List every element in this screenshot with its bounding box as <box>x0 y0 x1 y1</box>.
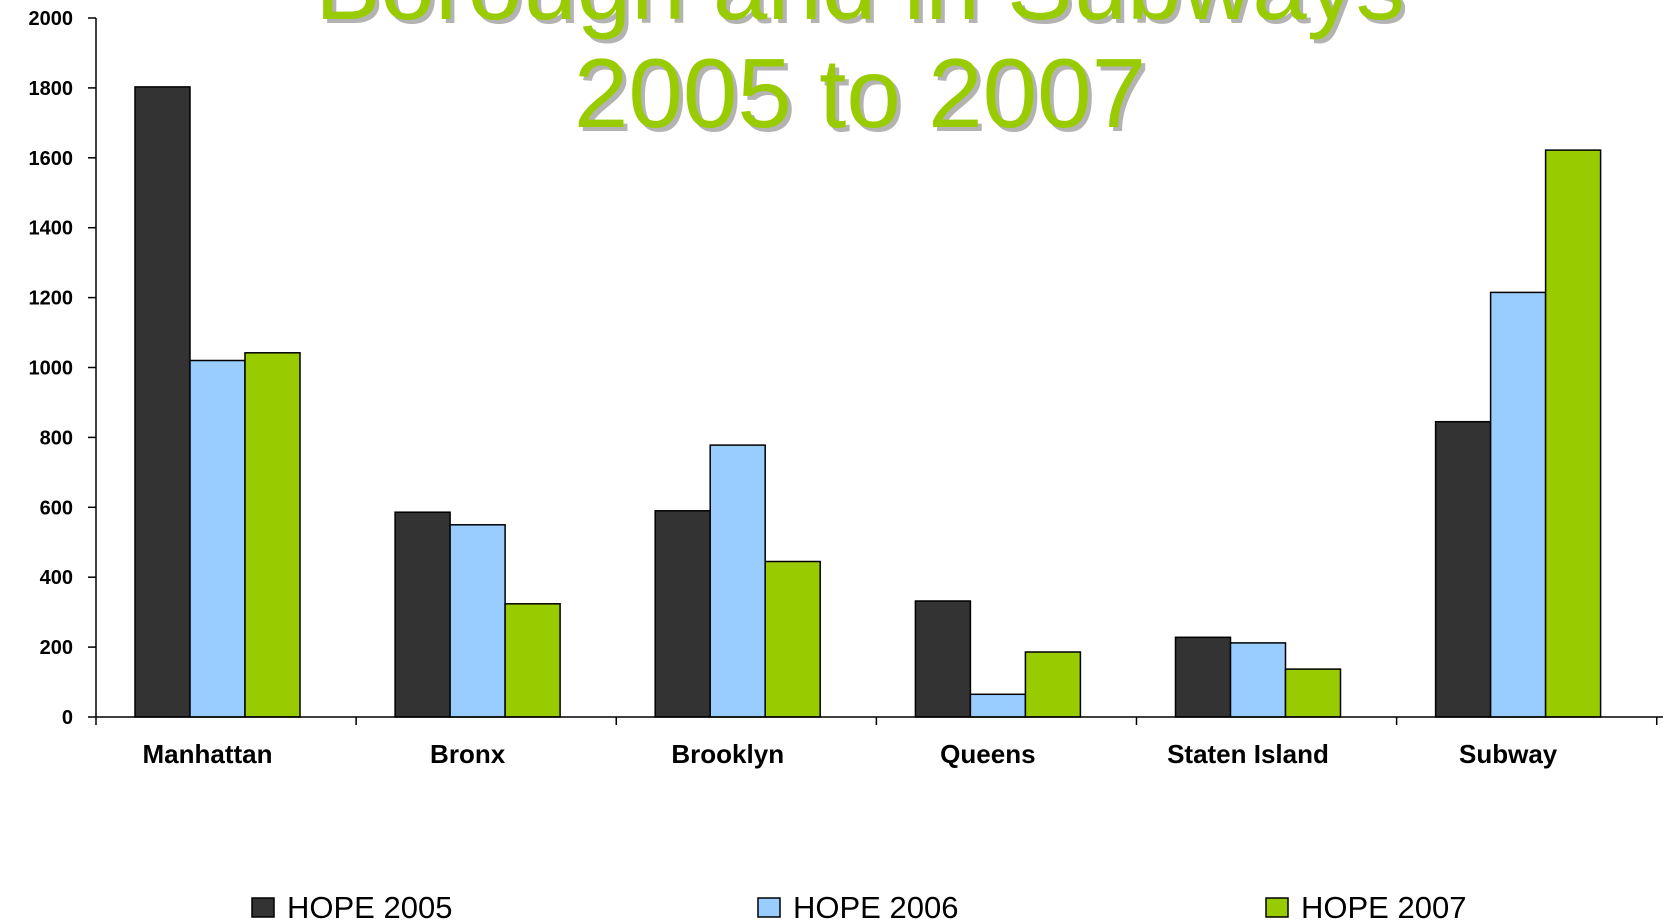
bar-queens-hope-2006 <box>969 693 1027 718</box>
y-tick-label: 400 <box>40 567 73 589</box>
bar-staten-island-hope-2007 <box>1284 668 1342 718</box>
bar-staten-island-hope-2006 <box>1229 642 1287 718</box>
bar-staten-island-hope-2005 <box>1174 636 1232 718</box>
y-tick-label: 1000 <box>29 358 74 380</box>
legend: HOPE 2005 HOPE 2006 HOPE 2007 <box>251 890 1466 923</box>
legend-swatch-hope-2007 <box>1265 897 1289 918</box>
legend-label-hope-2006: HOPE 2006 <box>793 890 958 923</box>
bar-subway-hope-2007 <box>1544 149 1602 718</box>
bar-brooklyn-hope-2007 <box>764 560 821 718</box>
bar-manhattan-hope-2006 <box>189 359 246 718</box>
bar-bronx-hope-2005 <box>394 511 451 718</box>
bar-bronx-hope-2006 <box>449 524 506 718</box>
chart-title-line-2: 2005 to 2007 <box>574 38 1146 148</box>
chart-title-line-2-shadow: 2005 to 2007 <box>578 42 1150 152</box>
y-tick-label: 600 <box>40 497 73 519</box>
bar-queens-hope-2005 <box>914 600 972 718</box>
y-tick-label: 1400 <box>29 218 74 240</box>
bar-manhattan-hope-2005 <box>134 86 191 718</box>
bar-manhattan-hope-2007 <box>244 352 301 718</box>
x-axis-ticks: Manhattan Bronx Brooklyn Queens Staten Islan… <box>95 717 1658 769</box>
category-label-subway: Subway <box>1459 739 1558 769</box>
y-tick-label: 200 <box>40 637 73 659</box>
legend-label-hope-2005: HOPE 2005 <box>287 890 452 923</box>
y-tick-label: 1200 <box>29 288 74 310</box>
category-label-bronx: Bronx <box>430 739 506 769</box>
bar-brooklyn-hope-2006 <box>709 444 766 718</box>
y-tick-label: 2000 <box>29 8 74 30</box>
chart-title-line-1: Borough and in Subways <box>315 0 1405 40</box>
y-tick-label: 0 <box>62 707 73 729</box>
category-label-manhattan: Manhattan <box>143 739 273 769</box>
bar-queens-hope-2007 <box>1024 651 1082 718</box>
y-tick-label: 1600 <box>29 148 74 170</box>
y-tick-label: 800 <box>40 427 73 449</box>
category-label-queens: Queens <box>940 739 1035 769</box>
chart-title: Borough and in Subways Borough and in Su… <box>315 0 1409 152</box>
legend-label-hope-2007: HOPE 2007 <box>1301 890 1466 923</box>
bar-bronx-hope-2007 <box>504 603 561 718</box>
category-label-staten-island: Staten Island <box>1167 739 1329 769</box>
bar-subway-hope-2006 <box>1489 291 1547 718</box>
bar-subway-hope-2005 <box>1434 420 1492 718</box>
y-axis-ticks: 0 200 400 600 800 1000 1200 1400 1600 1800 2000 <box>29 8 96 729</box>
y-tick-label: 1800 <box>29 78 74 100</box>
chart-title-line-1-shadow: Borough and in Subways <box>319 0 1409 44</box>
legend-swatch-hope-2005 <box>251 897 275 918</box>
category-label-brooklyn: Brooklyn <box>671 739 784 769</box>
bar-brooklyn-hope-2005 <box>654 510 711 718</box>
bars <box>134 86 1602 718</box>
legend-swatch-hope-2006 <box>757 897 781 918</box>
